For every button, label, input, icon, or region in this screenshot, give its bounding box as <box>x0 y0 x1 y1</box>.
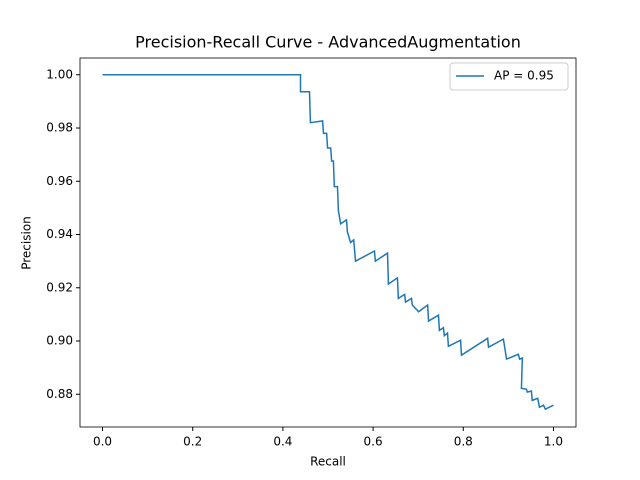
legend-box <box>449 62 569 91</box>
pr-curve <box>102 74 554 411</box>
x-tick-label: 0.2 <box>183 435 202 449</box>
chart-title: Precision-Recall Curve - AdvancedAugment… <box>135 33 521 52</box>
y-tick-label: 0.92 <box>46 280 73 294</box>
y-axis-label: Precision <box>20 216 34 270</box>
y-tick-label: 0.90 <box>46 334 73 348</box>
x-tick-label: 0.8 <box>454 435 473 449</box>
x-tick-label: 0.4 <box>273 435 292 449</box>
plot-frame <box>79 57 577 428</box>
y-tick-label: 1.00 <box>46 67 73 81</box>
legend-label: AP = 0.95 <box>494 69 554 83</box>
x-axis-label: Recall <box>310 455 346 469</box>
x-tick-label: 0.6 <box>364 435 383 449</box>
x-tick-label: 1.0 <box>544 435 563 449</box>
y-tick-label: 0.96 <box>46 174 73 188</box>
y-tick-label: 0.88 <box>46 387 73 401</box>
y-tick-label: 0.94 <box>46 227 73 241</box>
x-tick-label: 0.0 <box>93 435 112 449</box>
y-tick-label: 0.98 <box>46 121 73 135</box>
